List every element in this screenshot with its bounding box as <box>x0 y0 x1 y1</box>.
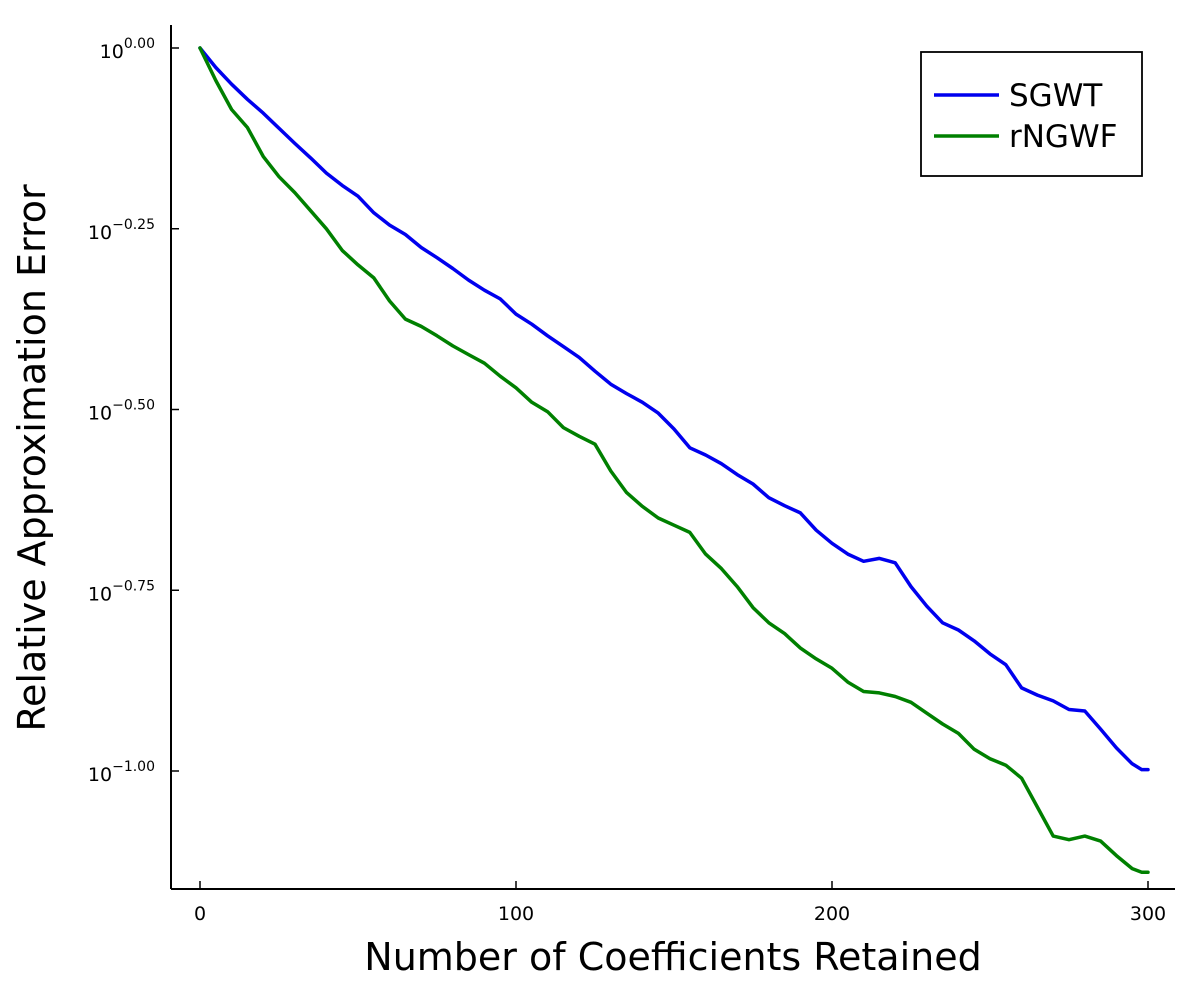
legend-box <box>920 51 1143 177</box>
series-line-rngwf <box>198 46 1150 874</box>
x-tick-label: 200 <box>814 903 850 925</box>
legend-label-rngwf: rNGWF <box>1009 119 1117 155</box>
x-axis-label: Number of Coefficients Retained <box>364 935 981 979</box>
legend: SGWT rNGWF <box>920 51 1143 177</box>
x-tick-label: 100 <box>498 903 534 925</box>
axes <box>170 25 1175 890</box>
y-tick-label: 10−0.75 <box>88 578 155 605</box>
series-line-sgwt <box>198 46 1150 772</box>
x-axis-ticks: 0 100 200 300 <box>194 881 1166 925</box>
x-tick-label: 0 <box>194 903 206 925</box>
x-tick-label: 300 <box>1130 903 1166 925</box>
y-tick-label: 10−0.25 <box>88 217 155 244</box>
y-axis-ticks: 100.00 10−0.25 10−0.50 10−0.75 10−1.00 <box>88 36 179 786</box>
series-layer <box>198 46 1150 874</box>
y-tick-label: 100.00 <box>100 36 155 63</box>
y-tick-label: 10−1.00 <box>88 759 155 786</box>
y-axis-label: Relative Approximation Error <box>10 184 54 732</box>
legend-label-sgwt: SGWT <box>1009 78 1103 114</box>
y-tick-label: 10−0.50 <box>88 398 155 425</box>
